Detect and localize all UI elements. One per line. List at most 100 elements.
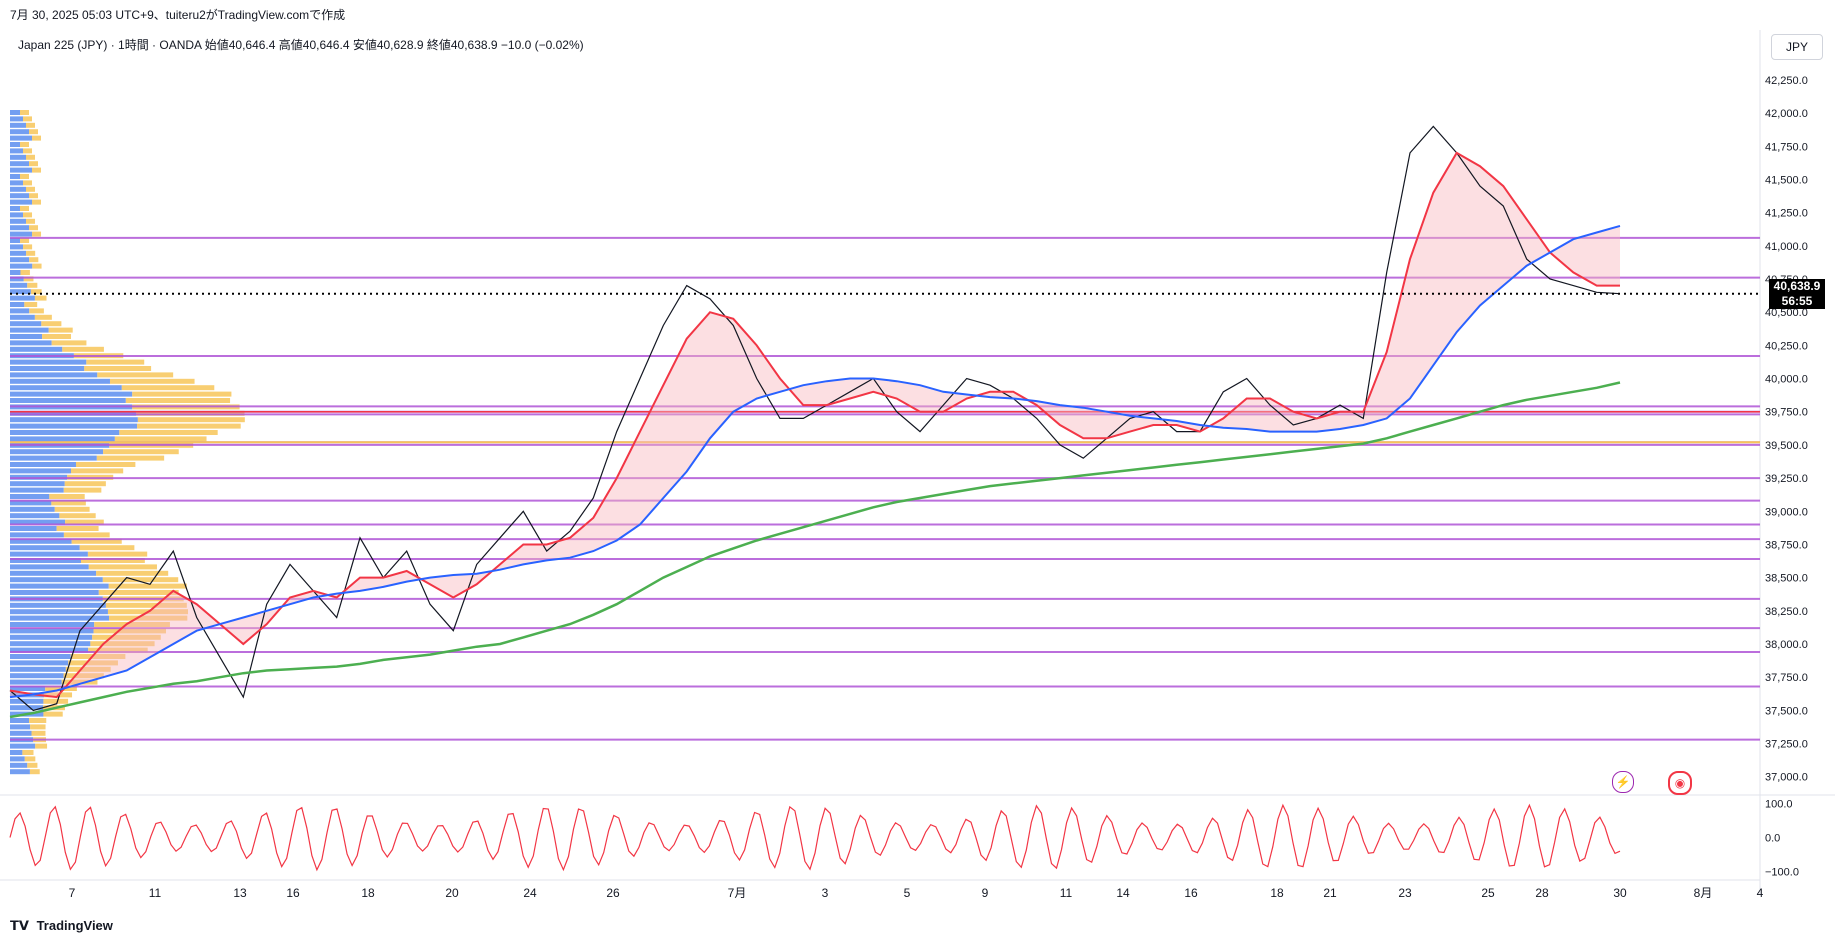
- vp-sell-bar: [34, 314, 52, 320]
- chart-grid: [0, 30, 1835, 895]
- vp-buy-bar: [10, 500, 52, 506]
- vp-buy-bar: [10, 756, 25, 762]
- vp-buy-bar: [10, 724, 31, 730]
- vp-buy-bar: [10, 449, 104, 455]
- vp-buy-bar: [10, 314, 35, 320]
- vp-buy-bar: [10, 206, 21, 211]
- vp-sell-bar: [49, 494, 85, 499]
- vp-sell-bar: [51, 340, 87, 346]
- vp-buy-bar: [10, 270, 21, 275]
- vp-sell-bar: [30, 724, 46, 730]
- vp-buy-bar: [10, 122, 26, 128]
- vp-sell-bar: [32, 231, 42, 237]
- symbol-info-line: Japan 225 (JPY) · 1時間 · OANDA 始値40,646.4…: [18, 38, 584, 52]
- vp-buy-bar: [10, 135, 32, 141]
- vp-sell-bar: [23, 244, 33, 250]
- time-tick-label: 14: [1116, 886, 1130, 900]
- time-tick-label: 16: [286, 886, 300, 900]
- vp-buy-bar: [10, 250, 27, 256]
- vp-buy-bar: [10, 231, 33, 237]
- vp-buy-bar: [10, 218, 27, 224]
- vp-buy-bar: [10, 308, 30, 314]
- vp-buy-bar: [10, 212, 24, 218]
- vp-buy-bar: [10, 129, 29, 135]
- lightning-icon[interactable]: ⚡: [1612, 771, 1634, 793]
- vp-sell-bar: [29, 308, 44, 314]
- vp-sell-bar: [96, 570, 169, 576]
- vp-sell-bar: [79, 545, 135, 551]
- vp-buy-bar: [10, 257, 30, 263]
- vp-sell-bar: [51, 500, 86, 506]
- vp-buy-bar: [10, 718, 30, 723]
- vp-sell-bar: [84, 366, 152, 371]
- vp-sell-bar: [41, 321, 62, 327]
- vp-sell-bar: [26, 218, 36, 224]
- vp-buy-bar: [10, 647, 89, 653]
- price-tick-label: 37,750.0: [1765, 672, 1808, 684]
- time-tick-label: 18: [1270, 886, 1284, 900]
- vp-buy-bar: [10, 654, 71, 659]
- vp-sell-bar: [94, 622, 170, 627]
- time-tick-label: 4: [1757, 886, 1764, 900]
- vp-buy-bar: [10, 263, 33, 269]
- vp-sell-bar: [32, 199, 42, 205]
- currency-button[interactable]: JPY: [1771, 34, 1823, 60]
- vp-sell-bar: [63, 673, 104, 679]
- vp-sell-bar: [29, 129, 38, 135]
- vp-buy-bar: [10, 225, 30, 231]
- vp-sell-bar: [64, 481, 106, 487]
- vp-buy-bar: [10, 769, 30, 775]
- vp-sell-bar: [30, 289, 42, 295]
- vp-buy-bar: [10, 577, 103, 583]
- price-tick-label: 38,250.0: [1765, 606, 1808, 618]
- vp-buy-bar: [10, 193, 30, 199]
- vp-sell-bar: [26, 122, 35, 128]
- vp-buy-bar: [10, 538, 72, 544]
- vp-sell-bar: [114, 436, 207, 442]
- vp-buy-bar: [10, 148, 23, 154]
- alert-icon[interactable]: ◉: [1668, 771, 1692, 795]
- vp-sell-bar: [42, 334, 72, 339]
- vp-sell-bar: [63, 532, 110, 538]
- vp-sell-bar: [27, 282, 38, 288]
- vp-buy-bar: [10, 641, 91, 647]
- price-tick-label: 42,250.0: [1765, 75, 1808, 87]
- vp-sell-bar: [70, 468, 124, 474]
- vp-sell-bar: [61, 679, 98, 685]
- vp-buy-bar: [10, 391, 133, 397]
- vp-buy-bar: [10, 276, 24, 282]
- vp-buy-bar: [10, 180, 24, 186]
- indicator-lines: [9, 125, 1621, 719]
- time-tick-label: 26: [606, 886, 620, 900]
- osc-tick-label: 0.0: [1765, 833, 1780, 845]
- price-tick-label: 37,250.0: [1765, 739, 1808, 751]
- vp-sell-bar: [137, 423, 241, 429]
- vp-buy-bar: [10, 513, 60, 519]
- vp-sell-bar: [43, 711, 63, 717]
- vp-buy-bar: [10, 506, 55, 512]
- vp-buy-bar: [10, 199, 33, 205]
- vp-sell-bar: [23, 180, 33, 186]
- vp-sell-bar: [29, 257, 39, 263]
- vp-buy-bar: [10, 679, 62, 685]
- vp-sell-bar: [23, 116, 32, 122]
- price-axis: 42,250.0 42,000.0 41,750.0 41,500.0 41,250.0…: [1765, 75, 1808, 784]
- time-tick-label: 13: [233, 886, 247, 900]
- price-tick-label: 40,500.0: [1765, 307, 1808, 319]
- brand-name: TradingView: [36, 918, 113, 933]
- vp-buy-bar: [10, 289, 31, 295]
- price-tick-label: 39,500.0: [1765, 440, 1808, 452]
- vp-sell-bar: [26, 250, 36, 256]
- vp-buy-bar: [10, 558, 81, 563]
- vp-sell-bar: [35, 743, 48, 749]
- vp-sell-bar: [97, 372, 174, 378]
- vp-buy-bar: [10, 622, 95, 627]
- price-tick-label: 40,000.0: [1765, 374, 1808, 386]
- time-tick-label: 28: [1535, 886, 1549, 900]
- vp-buy-bar: [10, 359, 87, 365]
- vp-buy-bar: [10, 154, 27, 160]
- vp-sell-bar: [92, 634, 161, 640]
- vp-buy-bar: [10, 487, 64, 493]
- horizontal-levels: [10, 236, 1760, 741]
